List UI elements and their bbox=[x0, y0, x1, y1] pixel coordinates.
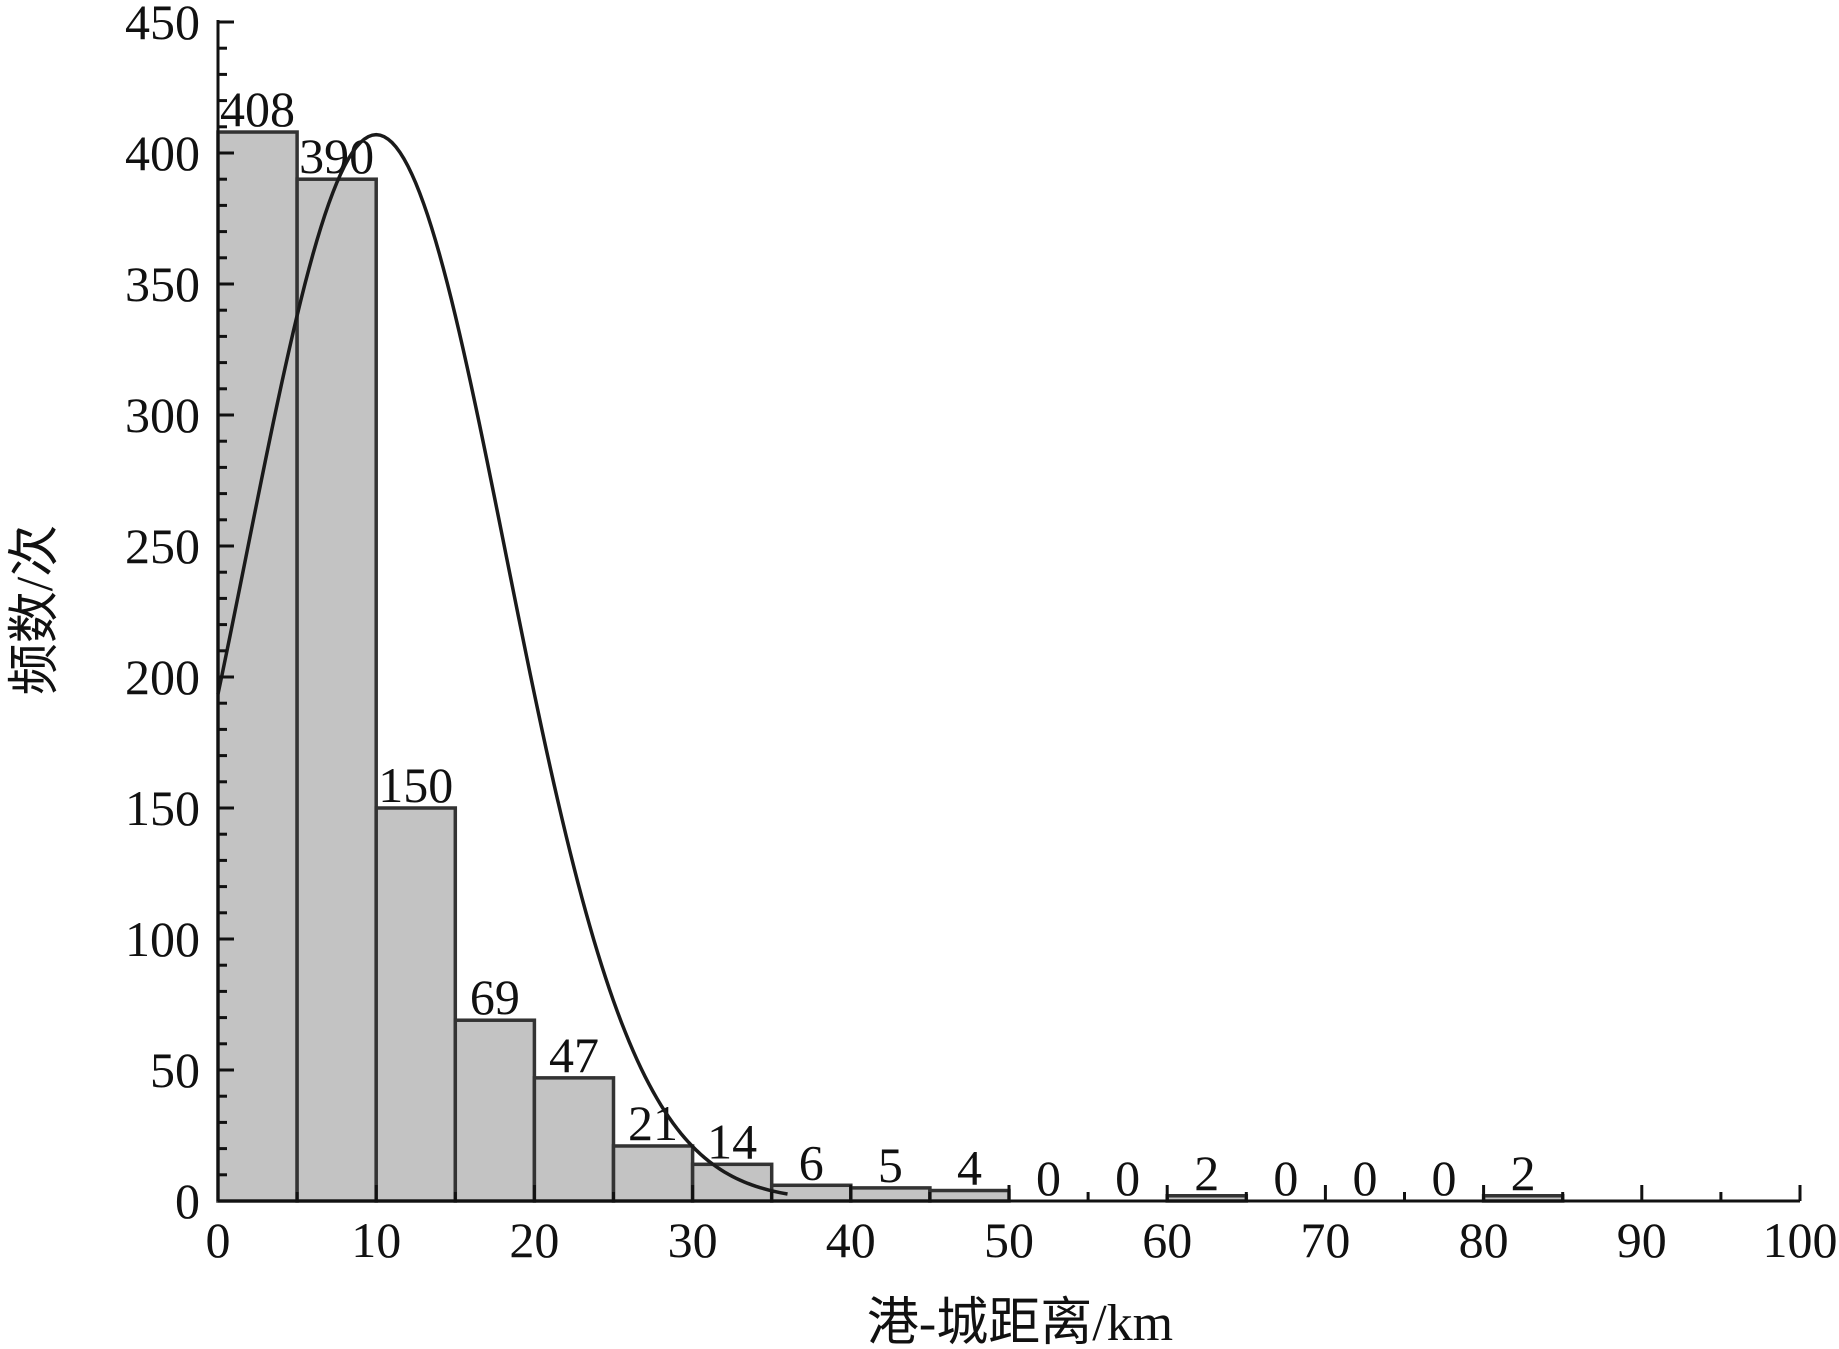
bar-value-label: 0 bbox=[1115, 1150, 1140, 1206]
bar-value-label: 150 bbox=[378, 757, 453, 813]
histogram-bar bbox=[453, 1018, 537, 1203]
x-tick-label: 60 bbox=[1142, 1212, 1192, 1268]
y-tick-label: 100 bbox=[125, 911, 200, 967]
bar-value-label: 4 bbox=[957, 1140, 982, 1196]
bar-value-label: 5 bbox=[878, 1137, 903, 1193]
y-tick-label: 350 bbox=[125, 256, 200, 312]
tick-labels-layer: 0 10 20 30 40 50 60 70 80 90 100050100150200250300… bbox=[125, 0, 1838, 1268]
x-tick-label: 50 bbox=[984, 1212, 1034, 1268]
bar-value-label: 2 bbox=[1511, 1145, 1536, 1201]
x-tick-label: 0 bbox=[206, 1212, 231, 1268]
normal-fit-curve bbox=[216, 132, 788, 1196]
bar-value-label: 0 bbox=[1273, 1150, 1298, 1206]
bar-value-label: 0 bbox=[1432, 1150, 1457, 1206]
fit-curve-layer bbox=[216, 132, 788, 1196]
y-tick-label: 0 bbox=[175, 1173, 200, 1229]
histogram-bar bbox=[295, 177, 378, 1203]
x-tick-label: 90 bbox=[1617, 1212, 1667, 1268]
bars-layer bbox=[216, 130, 1565, 1203]
histogram-bar bbox=[374, 806, 458, 1203]
y-tick-label: 450 bbox=[125, 0, 200, 50]
axes-layer bbox=[216, 20, 1802, 1203]
x-tick-label: 80 bbox=[1459, 1212, 1509, 1268]
x-tick-label: 40 bbox=[826, 1212, 876, 1268]
x-tick-label: 10 bbox=[351, 1212, 401, 1268]
y-tick-label: 300 bbox=[125, 387, 200, 443]
bar-value-label: 2 bbox=[1194, 1145, 1219, 1201]
histogram-bar bbox=[611, 1144, 695, 1203]
histogram-bar bbox=[216, 130, 299, 1203]
bar-value-label: 14 bbox=[707, 1113, 757, 1169]
bar-value-label: 6 bbox=[799, 1134, 824, 1190]
y-tick-label: 200 bbox=[125, 649, 200, 705]
y-axis-title: 频数/次 bbox=[7, 525, 64, 695]
bar-value-label: 47 bbox=[549, 1027, 599, 1083]
y-tick-label: 400 bbox=[125, 125, 200, 181]
bar-value-label: 21 bbox=[628, 1095, 678, 1151]
x-tick-label: 30 bbox=[668, 1212, 718, 1268]
y-tick-label: 150 bbox=[125, 780, 200, 836]
bar-value-label: 0 bbox=[1352, 1150, 1377, 1206]
bar-value-label: 0 bbox=[1036, 1150, 1061, 1206]
histogram-bar bbox=[532, 1076, 616, 1203]
x-tick-label: 20 bbox=[509, 1212, 559, 1268]
y-tick-label: 50 bbox=[150, 1042, 200, 1098]
x-tick-label: 100 bbox=[1763, 1212, 1838, 1268]
bar-value-label: 408 bbox=[220, 81, 295, 137]
bar-value-label: 69 bbox=[470, 969, 520, 1025]
y-tick-label: 250 bbox=[125, 518, 200, 574]
x-tick-label: 70 bbox=[1300, 1212, 1350, 1268]
x-axis-title: 港-城距离/km bbox=[867, 1295, 1173, 1349]
bar-value-label: 390 bbox=[299, 128, 374, 184]
histogram-bar bbox=[690, 1162, 774, 1203]
